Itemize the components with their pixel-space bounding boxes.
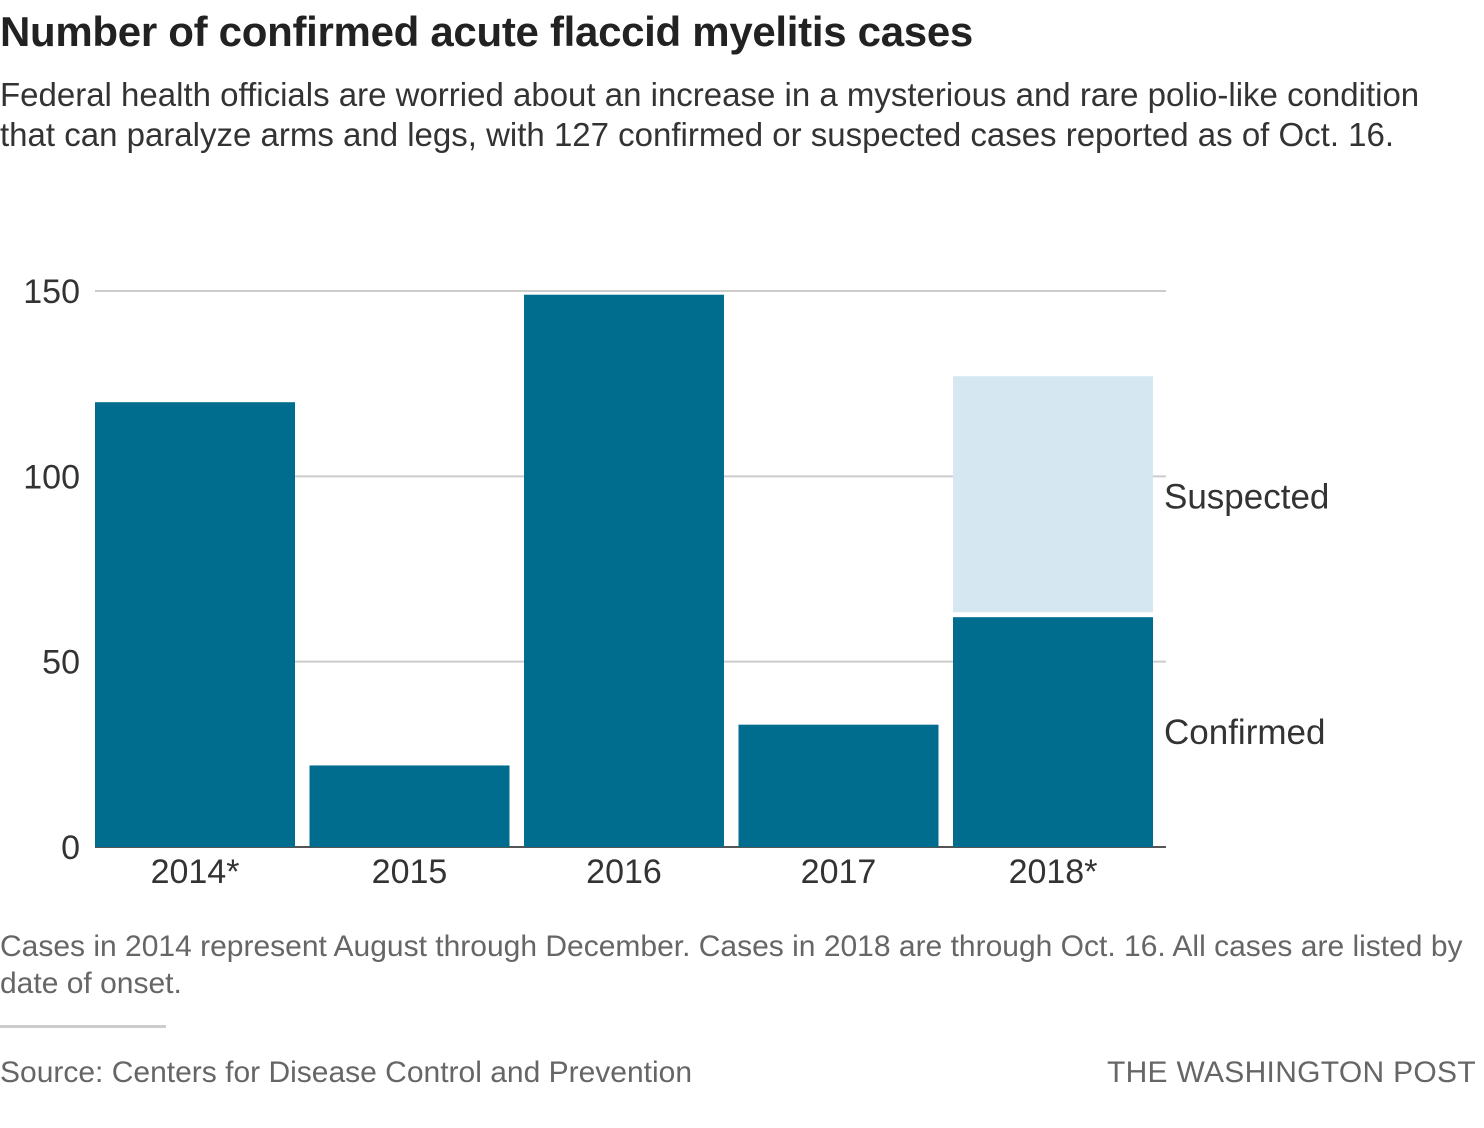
y-tick-label: 150 bbox=[23, 273, 80, 311]
y-axis-ticks: 0 50 100 150 bbox=[23, 273, 80, 867]
y-tick-label: 100 bbox=[23, 458, 80, 496]
bars bbox=[95, 294, 1153, 847]
x-tick-label: 2018* bbox=[1009, 853, 1098, 891]
bar-confirmed-0 bbox=[95, 402, 295, 847]
series-labels: Confirmed Suspected bbox=[1164, 478, 1329, 752]
source-note: Source: Centers for Disease Control and … bbox=[0, 1056, 693, 1089]
x-tick-label: 2014* bbox=[151, 853, 240, 891]
publisher-credit: THE WASHINGTON POST bbox=[1106, 1056, 1476, 1089]
divider bbox=[0, 1025, 166, 1028]
x-tick-label: 2015 bbox=[372, 853, 448, 891]
bar-confirmed-3 bbox=[738, 724, 939, 847]
y-tick-label: 50 bbox=[42, 644, 80, 682]
bar-suspected-4 bbox=[953, 376, 1153, 613]
series-label-confirmed: Confirmed bbox=[1164, 713, 1325, 752]
chart-subtitle: Federal health officials are worried abo… bbox=[0, 76, 1420, 153]
bar-confirmed-2 bbox=[524, 294, 724, 847]
x-tick-label: 2017 bbox=[801, 853, 877, 891]
series-label-suspected: Suspected bbox=[1164, 478, 1329, 517]
bar-confirmed-4 bbox=[953, 617, 1153, 847]
y-tick-label: 0 bbox=[61, 829, 80, 867]
footnote: Cases in 2014 represent August through D… bbox=[0, 930, 1463, 1000]
bar-confirmed-1 bbox=[309, 765, 510, 847]
x-tick-label: 2016 bbox=[586, 853, 662, 891]
bar-chart: 0 50 100 150 2014* 2015 2016 2017 2018* Confirm… bbox=[23, 273, 1329, 891]
x-axis-ticks: 2014* 2015 2016 2017 2018* bbox=[151, 853, 1098, 891]
chart-title: Number of confirmed acute flaccid myelit… bbox=[0, 8, 973, 55]
